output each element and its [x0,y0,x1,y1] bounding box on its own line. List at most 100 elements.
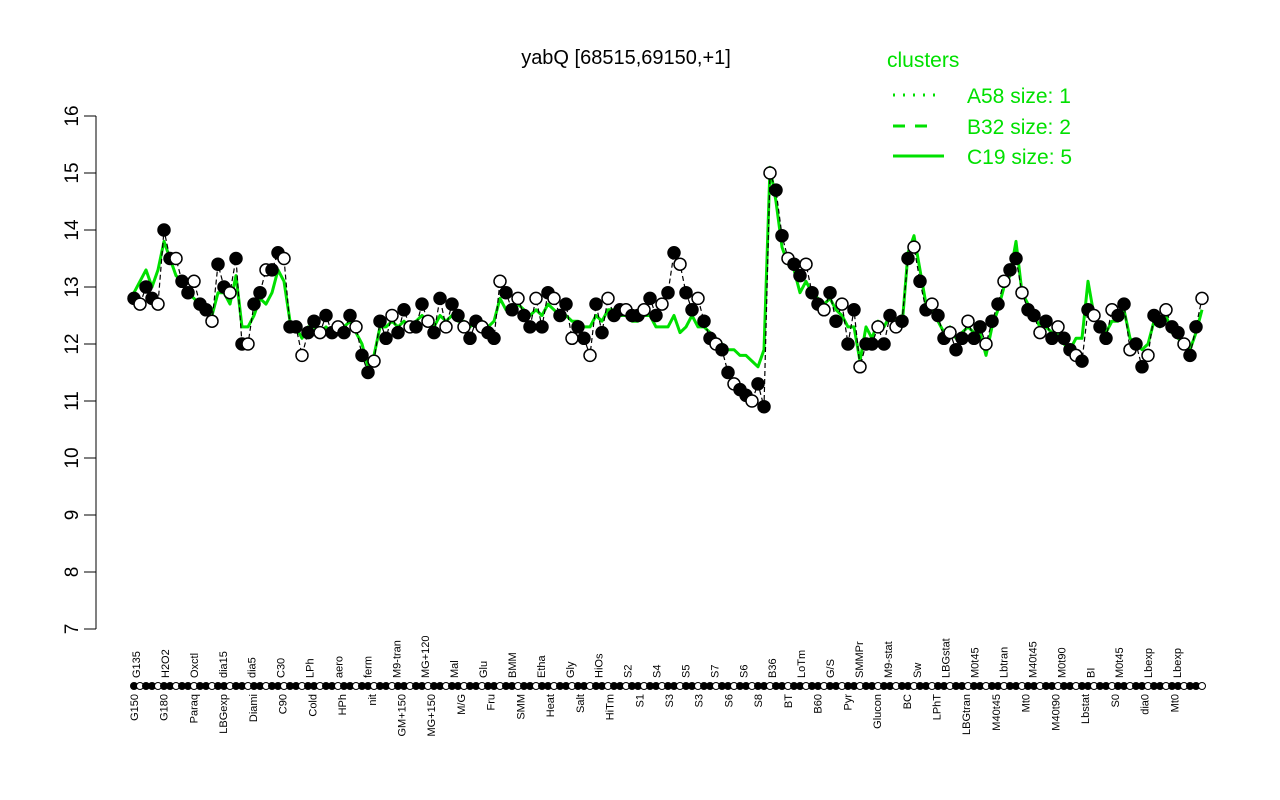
data-point [901,251,915,266]
data-point [865,337,879,351]
data-point [487,331,501,346]
x-tick-label-bottom: Pyr [842,694,854,711]
x-tick-label-bottom: Mt0 [1169,694,1181,712]
x-tick-label-bottom: LPhT [932,694,944,721]
data-point [157,223,171,237]
data-point [637,303,651,317]
data-point [313,325,327,340]
data-point [409,320,423,334]
x-tick-label-top: Etha [536,654,548,678]
data-point [1117,297,1131,311]
data-point [601,291,615,306]
x-tick-label-bottom: S8 [753,694,765,707]
data-point [367,354,381,368]
y-tick-label: 9 [62,510,83,521]
data-point [967,331,981,346]
x-tick-label-top: S7 [709,665,721,678]
data-point [1135,360,1149,374]
data-point [751,377,765,391]
x-tick-label-bottom: Salt [575,694,587,713]
data-point [181,285,195,300]
data-point [997,274,1011,289]
x-tick-label-top: Lbexp [1172,648,1184,678]
x-tick-label-bottom: nit [367,694,379,706]
y-tick-label: 8 [62,567,83,578]
legend-entry-a58: A58 size: 1 [967,85,1071,108]
x-tick-label-bottom: S6 [723,694,735,707]
data-point [685,303,699,317]
x-tick-label-top: G/S [825,659,837,678]
x-tick-label-bottom: S1 [634,694,646,707]
data-point [397,303,411,317]
data-point [1183,348,1197,363]
x-tick-label-bottom: BT [783,694,795,708]
x-tick-label-top: Lbtran [999,647,1011,678]
x-tick-label-bottom: SMM [515,694,527,720]
data-point [679,285,693,300]
data-point [289,320,303,334]
data-point [949,342,963,357]
data-point [985,314,999,328]
data-point [427,325,441,340]
x-tick-label-bottom: Glucon [872,694,884,729]
data-point [1057,331,1071,346]
x-tick-label-top: S5 [680,665,692,678]
data-point [1075,354,1089,368]
data-point [913,274,927,289]
x-tick-dot [1198,682,1206,690]
x-tick-label-top: H2O2 [160,649,172,678]
data-point [853,360,867,374]
x-tick-label-top: aero [333,656,345,678]
x-tick-label-top: Glu [478,661,490,678]
data-point [439,320,453,334]
x-tick-label-bottom: MG+150 [426,694,438,737]
x-tick-label-top: S6 [738,665,750,678]
x-tick-label-top: M0t90 [1056,647,1068,678]
data-point [517,308,531,323]
x-tick-label-bottom: G180 [159,694,171,721]
x-tick-label-bottom: S0 [1110,694,1122,707]
data-point [643,291,657,306]
x-tick-label-top: MG+120 [420,636,432,679]
data-point [385,308,399,323]
data-point [211,257,225,271]
data-point [763,166,777,180]
data-point [301,325,315,340]
x-tick-label-top: S2 [623,665,635,678]
data-point [571,320,585,334]
data-point [961,314,975,328]
x-tick-label-top: ferm [362,656,374,678]
x-tick-label-bottom: dia0 [1140,694,1152,715]
data-point [835,297,849,311]
data-point [151,297,165,311]
x-tick-label-top: M0t45 [1114,647,1126,678]
data-point [1009,251,1023,266]
x-tick-label-bottom: Paraq [188,694,200,723]
x-tick-label-bottom: Heat [545,694,557,717]
data-point [529,291,543,306]
data-point [823,285,837,300]
data-point [361,365,375,380]
data-point [907,240,921,254]
data-point [1039,314,1053,328]
x-tick-label-bottom: B60 [813,694,825,714]
data-point [499,285,513,300]
x-tick-label-top: B36 [767,658,779,678]
data-point [1141,348,1155,363]
x-tick-label-top: LBGstat [941,638,953,678]
chart-title: yabQ [68515,69150,+1] [521,47,731,69]
legend: clusters A58 size: 1 B32 size: 2 C19 siz… [887,49,1072,169]
data-point [1003,263,1017,277]
x-tick-label-top: BMM [507,652,519,678]
data-point [547,291,561,306]
data-point [799,257,813,271]
y-tick-label: 13 [62,276,83,297]
x-tick-label-bottom: S3 [694,694,706,707]
data-point [1027,308,1041,323]
x-tick-label-bottom: Cold [307,694,319,717]
x-tick-label-bottom: BC [902,694,914,709]
data-point [1129,337,1143,351]
data-point [775,228,789,243]
data-point [673,257,687,271]
